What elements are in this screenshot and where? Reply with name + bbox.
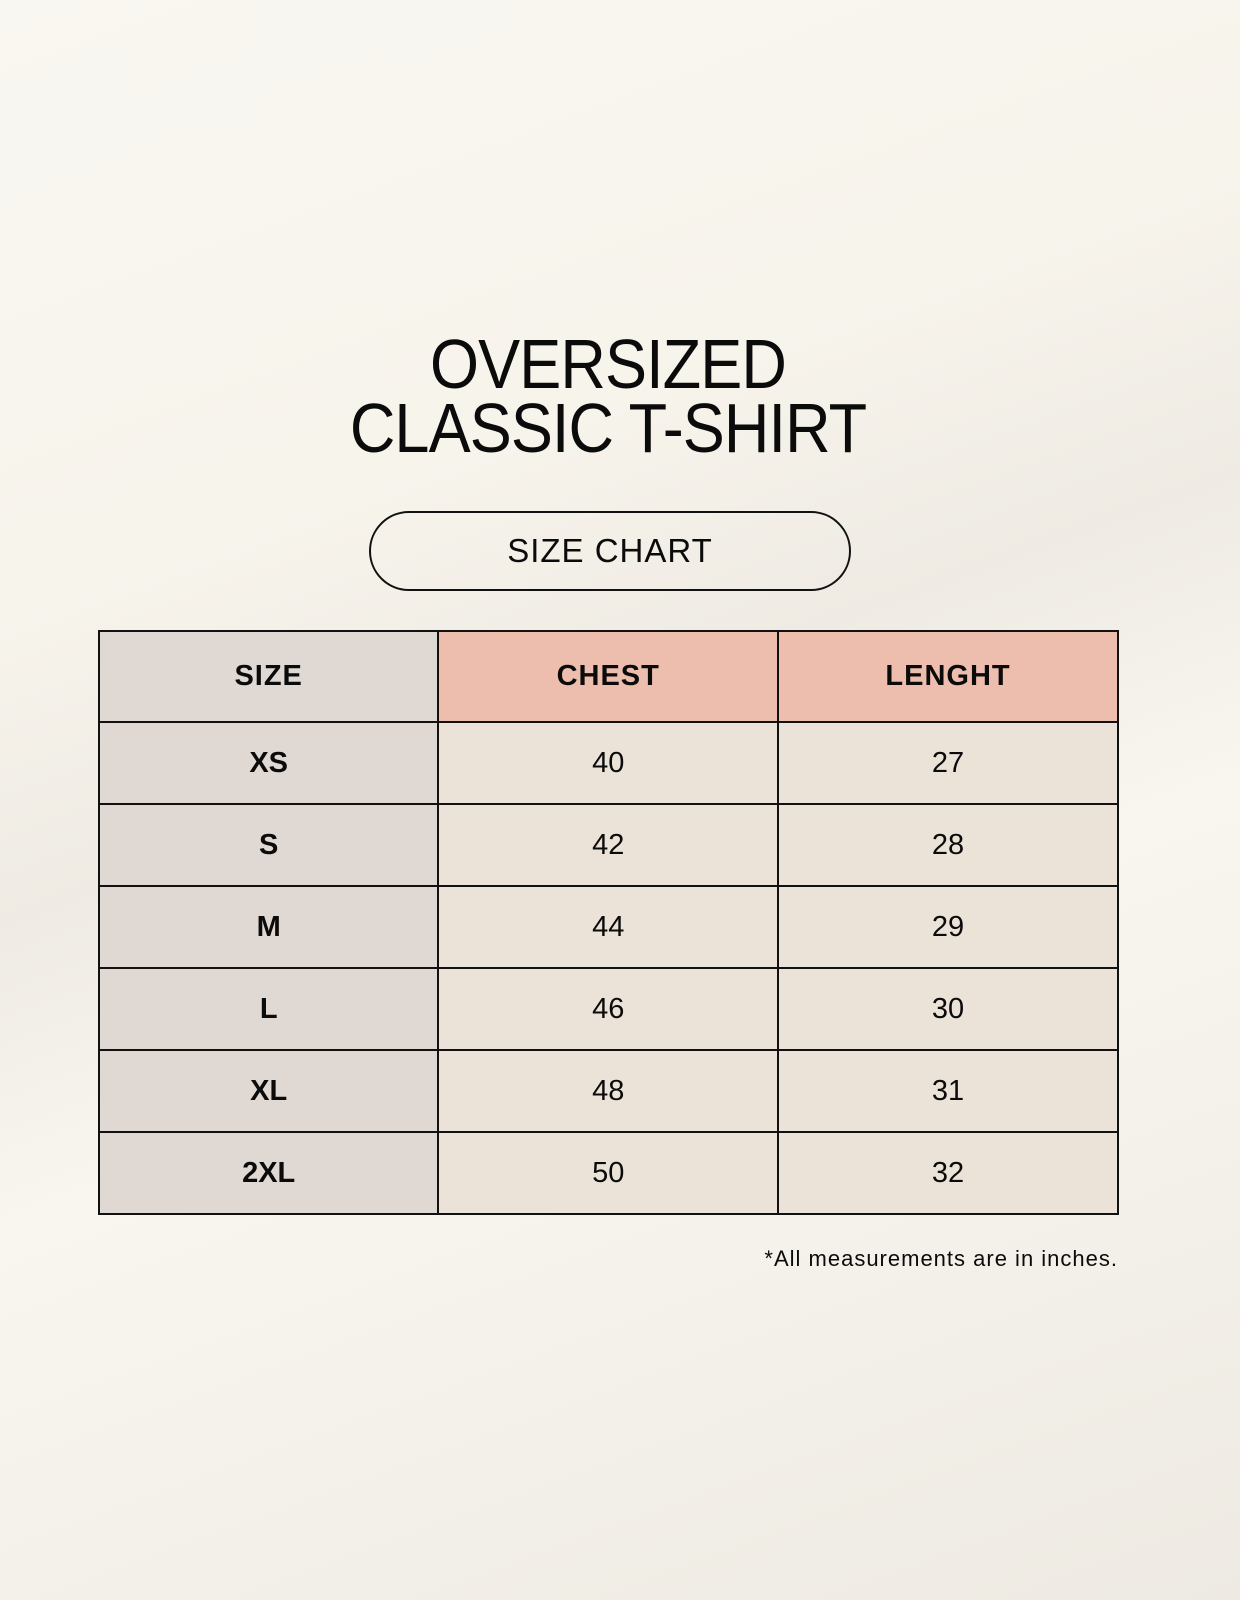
size-table: SIZE CHEST LENGHT XS 40 27 S 42 28 M 44 29 L 46 30 XL 4…: [97, 630, 1119, 1215]
size-cell: S: [97, 803, 440, 887]
chest-cell: 42: [437, 803, 780, 887]
length-cell: 27: [777, 721, 1119, 805]
size-cell: XL: [97, 1049, 440, 1133]
chest-cell: 40: [437, 721, 780, 805]
size-chart-badge: SIZE CHART: [369, 511, 851, 591]
table-header-row: SIZE CHEST LENGHT: [97, 630, 1119, 723]
column-header-lenght: LENGHT: [777, 630, 1119, 723]
length-cell: 30: [777, 967, 1119, 1051]
table-row: M 44 29: [97, 885, 1119, 969]
table-row: XS 40 27: [97, 721, 1119, 805]
length-cell: 31: [777, 1049, 1119, 1133]
size-cell: 2XL: [97, 1131, 440, 1215]
length-cell: 28: [777, 803, 1119, 887]
chest-cell: 50: [437, 1131, 780, 1215]
table-row: L 46 30: [97, 967, 1119, 1051]
column-header-size: SIZE: [97, 630, 440, 723]
size-cell: XS: [97, 721, 440, 805]
size-cell: L: [97, 967, 440, 1051]
length-cell: 32: [777, 1131, 1119, 1215]
table-row: 2XL 50 32: [97, 1131, 1119, 1215]
page-title: OVERSIZED CLASSIC T-SHIRT: [0, 325, 1216, 467]
table-row: XL 48 31: [97, 1049, 1119, 1133]
chest-cell: 44: [437, 885, 780, 969]
chest-cell: 48: [437, 1049, 780, 1133]
footnote: *All measurements are in inches.: [764, 1246, 1118, 1271]
table-row: S 42 28: [97, 803, 1119, 887]
size-cell: M: [97, 885, 440, 969]
title-line-1: OVERSIZED: [430, 325, 787, 403]
length-cell: 29: [777, 885, 1119, 969]
chest-cell: 46: [437, 967, 780, 1051]
column-header-chest: CHEST: [437, 630, 780, 723]
title-line-2: CLASSIC T-SHIRT: [349, 389, 867, 467]
